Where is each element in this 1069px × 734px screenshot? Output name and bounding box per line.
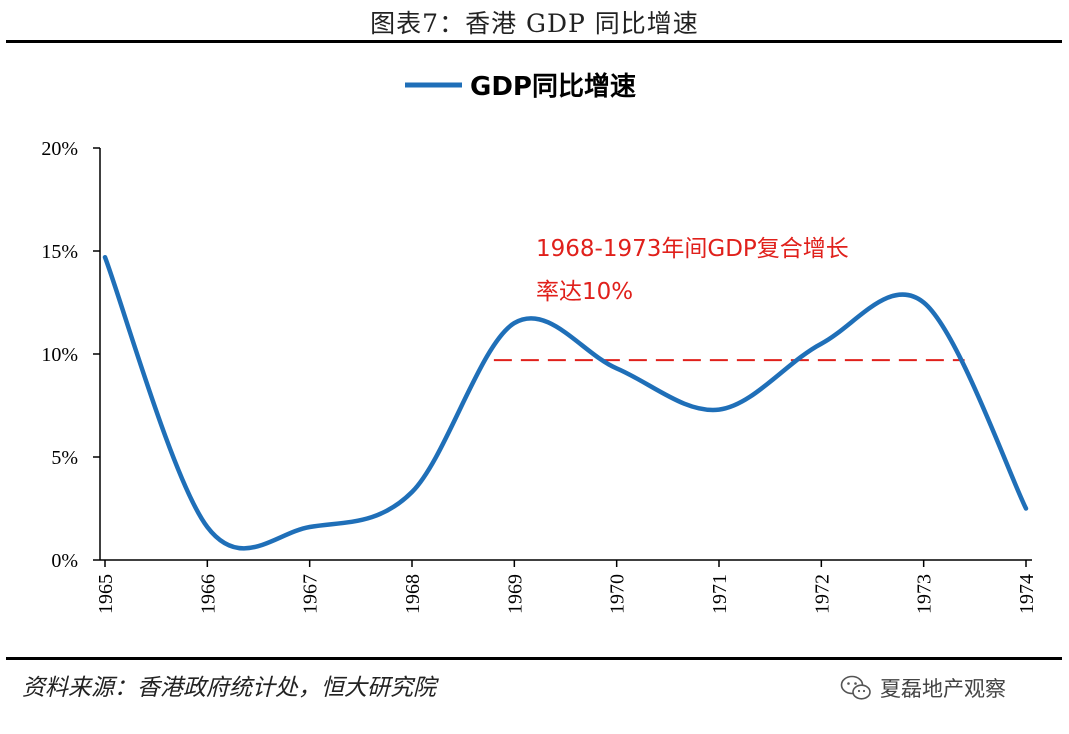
- top-rule: [6, 40, 1062, 43]
- y-axis: 0% 5% 10% 15% 20%: [41, 138, 101, 572]
- x-tick-label: 1965: [95, 574, 117, 614]
- legend: GDP同比增速: [405, 71, 636, 102]
- x-tick-label: 1973: [914, 574, 936, 614]
- x-tick-label: 1966: [197, 574, 219, 614]
- source-note: 资料来源：香港政府统计处，恒大研究院: [22, 675, 436, 701]
- x-tick-label: 1967: [300, 574, 322, 614]
- y-tick-label: 5%: [51, 447, 78, 469]
- annotation-line-2: 率达10%: [536, 279, 633, 305]
- x-tick-label: 1969: [504, 574, 526, 614]
- bottom-rule: [6, 657, 1062, 660]
- legend-label: GDP同比增速: [470, 71, 636, 102]
- x-tick-label: 1971: [709, 574, 731, 614]
- x-tick-label: 1972: [811, 574, 833, 614]
- wechat-icon: [840, 675, 871, 700]
- figure-title: 图表7：香港 GDP 同比增速: [370, 9, 699, 38]
- annotation-line-1: 1968-1973年间GDP复合增长: [536, 236, 849, 262]
- x-tick-label: 1968: [402, 574, 424, 614]
- y-tick-label: 0%: [51, 550, 78, 572]
- y-tick-label: 15%: [41, 241, 78, 263]
- x-axis: 1965 1966 1967 1968 1969 1970 1971 1972 1973 1974: [95, 559, 1038, 614]
- y-tick-label: 10%: [41, 344, 78, 366]
- x-tick-label: 1970: [607, 574, 629, 614]
- gdp-line-chart: GDP同比增速 0%5%10%15%20% 1965 1966 1967 1968 19…: [41, 71, 1038, 614]
- series-line-gdp: [102, 254, 1029, 551]
- y-tick-label: 20%: [41, 138, 78, 160]
- watermark: 夏磊地产观察: [840, 670, 1006, 706]
- x-tick-label: 1974: [1016, 574, 1038, 614]
- watermark-label: 夏磊地产观察: [880, 677, 1006, 701]
